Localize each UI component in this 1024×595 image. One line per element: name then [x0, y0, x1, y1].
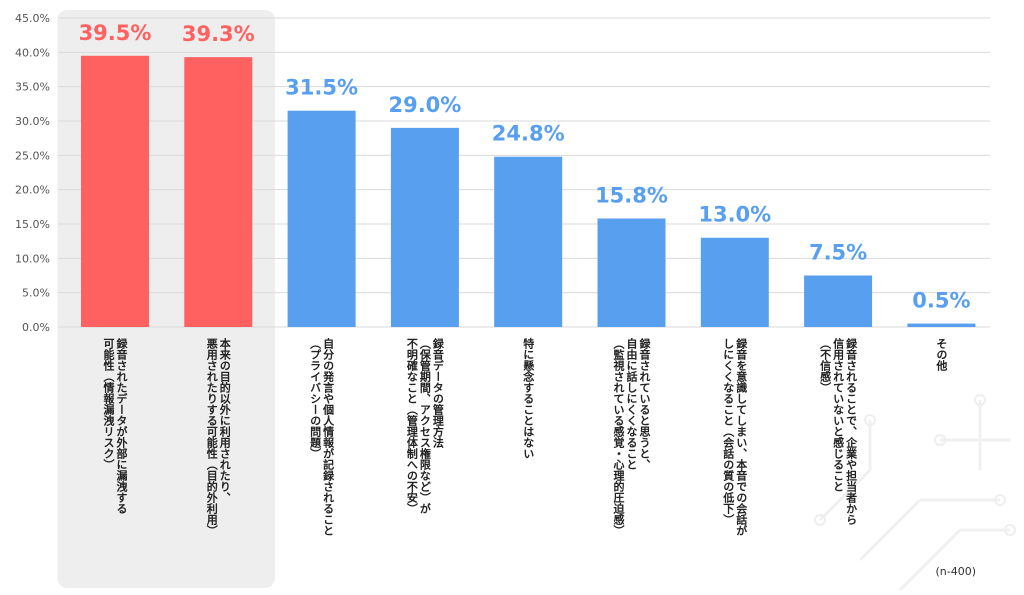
data-labels: 39.5% 39.3% 31.5% 29.0% 24.8% 15.8% 13.0% 7.5% 0… [79, 21, 971, 313]
y-tick-label: 5.0% [22, 287, 50, 300]
category-label: 録音されていると思うと、 自由に話しにくくなること （監視されている感覚・心理的… [612, 338, 651, 536]
circuit-line [858, 498, 922, 562]
circuit-node [864, 414, 876, 426]
bar [804, 275, 873, 327]
bar [700, 237, 769, 327]
y-tick-label: 45.0% [15, 12, 50, 25]
y-tick-label: 25.0% [15, 149, 50, 162]
circuit-node [1004, 524, 1016, 536]
circuit-line [818, 468, 872, 522]
data-label: 24.8% [492, 122, 565, 146]
circuit-node [934, 434, 946, 446]
category-label: 録音データの管理方法 （保管期間、アクセス権限など）が 不明確なこと（管理体制へ… [405, 338, 445, 514]
bar [287, 110, 356, 327]
data-label: 29.0% [388, 93, 461, 117]
category-label: 録音されたデータが外部に漏洩する 可能性（情報漏洩リスク） [102, 338, 128, 514]
data-label: 0.5% [912, 289, 970, 313]
circuit-node [994, 494, 1006, 506]
circuit-decoration [814, 394, 1016, 592]
category-label: 特に懸念することはない [521, 338, 535, 459]
circuit-node [814, 514, 826, 526]
data-label: 15.8% [595, 184, 668, 208]
bar [597, 218, 666, 327]
circuit-node [974, 394, 986, 406]
data-label: 7.5% [809, 241, 867, 265]
y-tick-label: 30.0% [15, 115, 50, 128]
y-axis-ticks: 0.0% 5.0% 10.0% 15.0% 20.0% 25.0% 30.0% 35.0% 40… [15, 12, 50, 334]
y-tick-label: 40.0% [15, 46, 50, 59]
category-label: 自分の発言や個人情報が記録されること （プライバシーの問題） [308, 338, 335, 536]
sample-size-note: (n-400) [935, 565, 976, 578]
data-label: 13.0% [698, 203, 771, 227]
y-tick-label: 10.0% [15, 252, 50, 265]
bar [81, 55, 149, 328]
bar [907, 323, 976, 327]
y-tick-label: 15.0% [15, 218, 50, 231]
category-label: その他 [934, 338, 948, 371]
data-label: 39.3% [182, 22, 255, 46]
data-label: 31.5% [285, 76, 358, 100]
bar [184, 57, 253, 327]
y-tick-label: 20.0% [15, 184, 50, 197]
bars [81, 55, 976, 328]
y-tick-label: 0.0% [22, 321, 50, 334]
y-tick-label: 35.0% [15, 81, 50, 94]
category-label: 録音を意識してしまい、本音での会話が しにくくなること（会話の質の低下） [721, 338, 748, 536]
category-label: 本来の目的以外に利用されたり、 悪用されたりする可能性（目的外利用） [205, 338, 232, 536]
data-label: 39.5% [79, 21, 152, 45]
bar [390, 127, 459, 327]
circuit-line [898, 528, 962, 592]
bar [494, 156, 563, 327]
category-label: 録音されることで、企業や担当者から 信用されていないと感じること （不信感） [818, 338, 858, 525]
